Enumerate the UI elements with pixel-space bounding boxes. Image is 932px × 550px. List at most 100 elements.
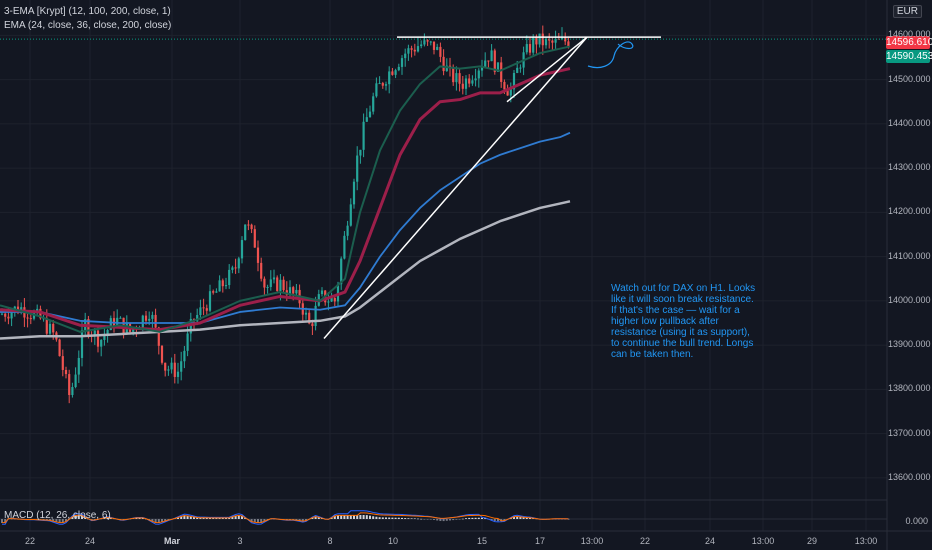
- macd-zero-tick: 0.000: [905, 516, 928, 526]
- macd-histogram-bar: [77, 515, 80, 519]
- macd-histogram-bar: [468, 517, 471, 519]
- macd-legend[interactable]: MACD (12, 26, close, 6): [4, 510, 111, 521]
- macd-histogram-bar: [436, 519, 439, 521]
- candle-body: [144, 315, 148, 321]
- candle-body: [560, 36, 564, 40]
- candle-body: [320, 290, 324, 295]
- macd-histogram-bar: [154, 519, 157, 523]
- candle-body: [484, 60, 487, 67]
- candle-body: [279, 279, 282, 291]
- candle-body: [96, 330, 100, 347]
- candle-body: [516, 67, 519, 73]
- macd-histogram-bar: [161, 519, 163, 523]
- candle-body: [554, 38, 557, 43]
- candle-body: [295, 289, 298, 294]
- x-tick-label: 22: [24, 536, 36, 546]
- candle-body: [173, 362, 176, 377]
- candle-body: [106, 330, 109, 335]
- macd-histogram-bar: [410, 518, 413, 519]
- macd-histogram-bar: [391, 517, 394, 519]
- candle-body: [119, 317, 122, 319]
- candle-body: [170, 362, 173, 370]
- candle-body: [141, 315, 144, 328]
- candle-body: [493, 50, 496, 72]
- candle-body: [186, 333, 189, 351]
- macd-histogram-bar: [221, 517, 224, 519]
- candle-body: [256, 247, 260, 263]
- legend-3ema[interactable]: 3-EMA [Krypt] (12, 100, 200, close, 1): [4, 6, 171, 17]
- candle-body: [336, 284, 340, 302]
- candle-body: [464, 78, 468, 89]
- candle-body: [333, 297, 336, 302]
- x-tick-label: Mar: [163, 536, 181, 546]
- candle-body: [45, 318, 48, 334]
- candle-body: [180, 361, 183, 372]
- macd-histogram-bar: [362, 515, 365, 519]
- y-tick-label: 14200.000: [888, 206, 931, 217]
- macd-histogram-bar: [257, 519, 259, 523]
- x-tick-label: 8: [327, 536, 333, 546]
- candle-body: [420, 44, 423, 47]
- candle-body: [343, 235, 346, 259]
- macd-histogram-bar: [333, 515, 336, 519]
- candle-body: [221, 280, 224, 287]
- legend-ema[interactable]: EMA (24, close, 36, close, 200, close): [4, 20, 172, 31]
- x-tick-label: 24: [704, 536, 716, 546]
- macd-histogram-bar: [397, 517, 400, 519]
- candle-body: [276, 277, 279, 291]
- macd-histogram-bar: [461, 518, 464, 520]
- macd-histogram-bar: [157, 519, 160, 523]
- candle-body: [410, 48, 413, 50]
- macd-histogram-bar: [439, 519, 442, 521]
- candle-body: [231, 267, 234, 270]
- macd-histogram-bar: [106, 517, 109, 519]
- candle-body: [452, 67, 455, 83]
- candle-body: [400, 58, 404, 67]
- y-tick-label: 14100.000: [888, 250, 931, 261]
- macd-histogram-bar: [202, 517, 205, 519]
- macd-histogram-bar: [433, 519, 435, 520]
- candle-body: [394, 70, 397, 75]
- candle-body: [407, 48, 410, 54]
- y-tick-label: 14600.000: [888, 29, 931, 40]
- candle-body: [68, 374, 71, 395]
- macd-histogram-bar: [458, 519, 461, 520]
- x-tick-label: 10: [387, 536, 399, 546]
- candle-body: [461, 83, 464, 89]
- candle-body: [80, 330, 84, 358]
- candle-body: [176, 371, 180, 377]
- macd-histogram-bar: [234, 515, 237, 519]
- macd-histogram-bar: [417, 518, 419, 520]
- macd-histogram-bar: [253, 519, 256, 523]
- y-tick-label: 14500.000: [888, 73, 931, 84]
- chart-annotation[interactable]: Watch out for DAX on H1. Looks like it w…: [611, 283, 756, 360]
- candle-body: [384, 84, 388, 86]
- candle-body: [365, 117, 368, 122]
- macd-histogram-bar: [407, 518, 410, 519]
- candle-body: [368, 111, 372, 118]
- macd-histogram-bar: [490, 519, 493, 521]
- macd-histogram-bar: [298, 519, 301, 521]
- macd-histogram-bar: [525, 517, 528, 519]
- macd-histogram-bar: [4, 519, 7, 523]
- candle-body: [496, 62, 500, 72]
- macd-histogram-bar: [529, 517, 531, 519]
- trendline-drawings: [0, 36, 887, 339]
- macd-histogram-bar: [183, 515, 186, 519]
- macd-histogram-bar: [209, 517, 211, 519]
- y-tick-label: 14300.000: [888, 162, 931, 173]
- macd-histogram-bar: [429, 519, 432, 520]
- candle-body: [263, 278, 266, 288]
- candle-body: [10, 311, 13, 319]
- candle-body: [77, 357, 80, 375]
- currency-badge[interactable]: EUR: [892, 5, 922, 18]
- candle-body: [208, 291, 212, 311]
- candle-body: [237, 258, 240, 269]
- macd-histogram-bar: [177, 517, 179, 519]
- macd-histogram-bar: [337, 515, 339, 519]
- candle-body: [471, 80, 474, 84]
- macd-histogram-bar: [340, 515, 343, 519]
- macd-histogram-bar: [413, 518, 416, 520]
- macd-histogram-bar: [205, 517, 208, 519]
